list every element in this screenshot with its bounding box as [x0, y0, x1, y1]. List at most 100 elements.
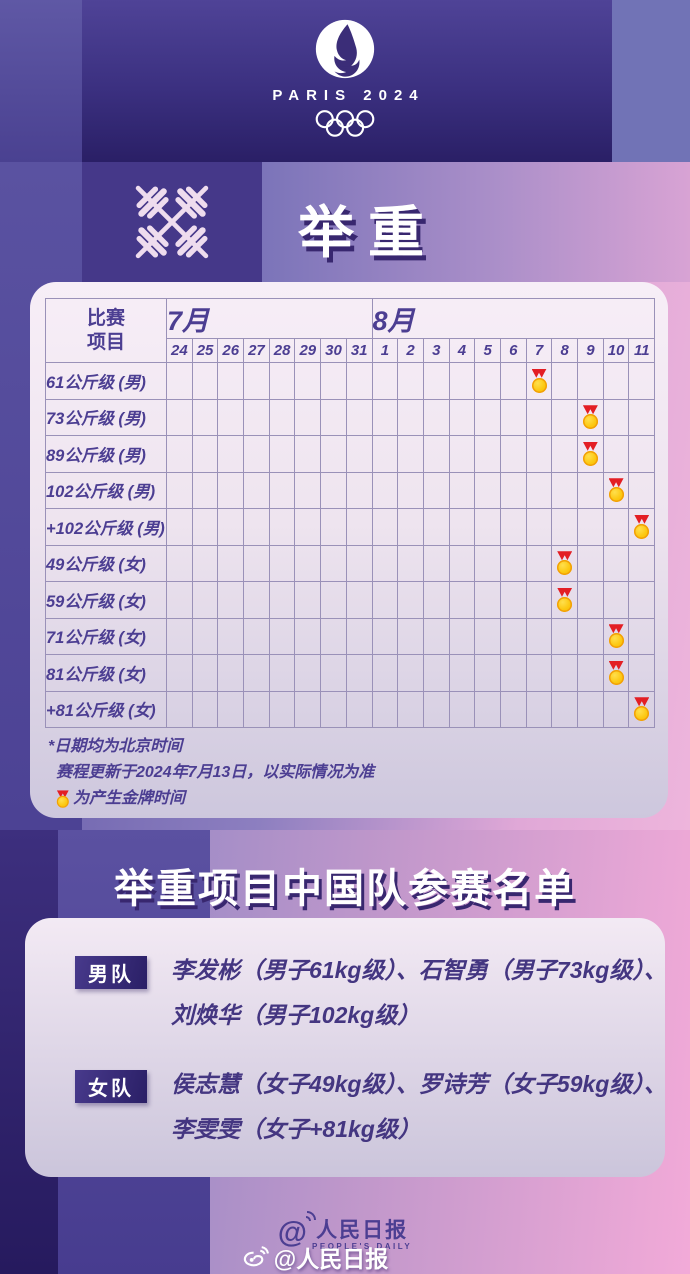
schedule-event-row: 59公斤级 (女)	[45, 581, 656, 619]
schedule-cell	[243, 581, 270, 619]
schedule-cell	[191, 617, 219, 655]
medal-ribbon	[582, 405, 598, 415]
schedule-cell	[371, 471, 399, 509]
corner-header-line: 项目	[86, 331, 125, 353]
gold-medal-icon	[633, 514, 650, 539]
event-label: 73公斤级 (男)	[45, 398, 167, 436]
schedule-cell	[243, 398, 270, 436]
schedule-cell	[217, 654, 245, 692]
day-header: 2	[397, 338, 424, 363]
schedule-cell	[397, 471, 424, 509]
schedule-cell	[422, 471, 450, 509]
gold-medal-icon	[556, 551, 573, 576]
medal-ribbon	[608, 624, 624, 634]
medal-disc	[582, 450, 598, 466]
schedule-cell	[602, 544, 630, 582]
schedule-cell	[371, 617, 399, 655]
schedule-cell	[628, 508, 656, 546]
weibo-credit: @人民日报	[0, 1240, 660, 1274]
schedule-cell	[577, 617, 604, 655]
event-label: +102公斤级 (男)	[45, 508, 167, 546]
schedule-cell	[191, 690, 219, 728]
day-header: 6	[499, 338, 527, 363]
note-beijing-time: *日期均为北京时间	[48, 738, 183, 755]
corner-header-line: 比赛	[86, 307, 125, 329]
schedule-cell	[371, 690, 399, 728]
medal-disc	[634, 523, 650, 539]
schedule-cell	[191, 544, 219, 582]
peoples-daily-subtitle: PEOPLE'S DAILY	[312, 1242, 413, 1251]
schedule-cell	[217, 508, 245, 546]
schedule-event-row: 81公斤级 (女)	[45, 654, 656, 692]
women-line-2: 李雯雯（女子+81kg级）	[171, 1116, 421, 1142]
schedule-cell	[628, 435, 656, 473]
broadcast-wave-inner-icon	[306, 1216, 312, 1221]
schedule-cell	[268, 435, 296, 473]
schedule-cell	[345, 544, 373, 582]
gold-medal-icon	[608, 478, 625, 503]
event-label: 81公斤级 (女)	[45, 654, 167, 692]
schedule-cell	[371, 435, 399, 473]
schedule-cell	[217, 617, 245, 655]
schedule-cell	[525, 654, 553, 692]
schedule-card: 比赛 项目 7月 8月 24 25 26 27 28 29 30 31 1 2 3 4 5 6 7 8 9 10 11 61公…	[30, 282, 668, 818]
schedule-cell	[422, 690, 450, 728]
paris2024-flame-icon	[315, 19, 375, 79]
note-gold-legend-text: 为产生金牌时间	[73, 790, 186, 807]
medal-disc	[634, 706, 650, 722]
day-header: 3	[422, 338, 450, 363]
note-updated: 赛程更新于2024年7月13日，以实际情况为准	[56, 764, 375, 781]
schedule-cell	[371, 654, 399, 692]
schedule-cell	[191, 581, 219, 619]
schedule-cell	[628, 617, 656, 655]
schedule-cell	[268, 654, 296, 692]
medal-disc	[557, 560, 573, 576]
peoples-daily-logo-text: 人民日报 PEOPLE'S DAILY	[312, 1220, 412, 1251]
schedule-cell	[551, 690, 579, 728]
sport-icon-box	[82, 162, 262, 282]
schedule-cell	[474, 508, 501, 546]
schedule-cell	[525, 435, 553, 473]
event-label: 61公斤级 (男)	[45, 362, 167, 400]
roster-section-title: 举重项目中国队参赛名单	[114, 867, 576, 911]
medal-disc	[608, 487, 624, 503]
schedule-cell	[551, 617, 579, 655]
schedule-cell	[294, 581, 322, 619]
peoples-daily-name: 人民日报	[316, 1219, 409, 1242]
peoples-daily-logo: @ 人民日报 PEOPLE'S DAILY	[0, 1211, 690, 1251]
bg-top-right-block	[612, 0, 690, 162]
day-header: 8	[551, 338, 579, 363]
olympic-header: PARIS 2024	[0, 18, 690, 139]
day-header: 25	[191, 338, 219, 363]
schedule-event-row: 102公斤级 (男)	[45, 471, 656, 509]
medal-disc	[608, 633, 624, 649]
schedule-cell	[320, 617, 347, 655]
schedule-cell	[345, 362, 373, 400]
schedule-cell	[166, 435, 193, 473]
schedule-cell	[602, 398, 630, 436]
medal-ribbon	[608, 478, 624, 488]
schedule-cell	[448, 398, 476, 436]
medal-ribbon	[557, 551, 573, 561]
schedule-cell	[191, 508, 219, 546]
women-team-athletes: 侯志慧（女子49kg级）、罗诗芳（女子59kg级）、 李雯雯（女子+81kg级）	[171, 1062, 667, 1152]
schedule-cell	[499, 508, 527, 546]
schedule-cell	[448, 690, 476, 728]
schedule-cell	[602, 435, 630, 473]
schedule-cell	[577, 581, 604, 619]
schedule-cell	[191, 435, 219, 473]
schedule-cell	[499, 435, 527, 473]
schedule-cell	[166, 398, 193, 436]
weibo-icon	[243, 1245, 269, 1266]
schedule-cell	[397, 654, 424, 692]
day-header: 27	[243, 338, 270, 363]
women-line-1: 侯志慧（女子49kg级）、罗诗芳（女子59kg级）、	[171, 1071, 667, 1097]
schedule-cell	[345, 617, 373, 655]
schedule-cell	[320, 435, 347, 473]
schedule-cell	[371, 581, 399, 619]
schedule-cell	[577, 398, 604, 436]
day-header: 24	[166, 338, 193, 363]
schedule-cell	[268, 617, 296, 655]
schedule-cell	[243, 508, 270, 546]
